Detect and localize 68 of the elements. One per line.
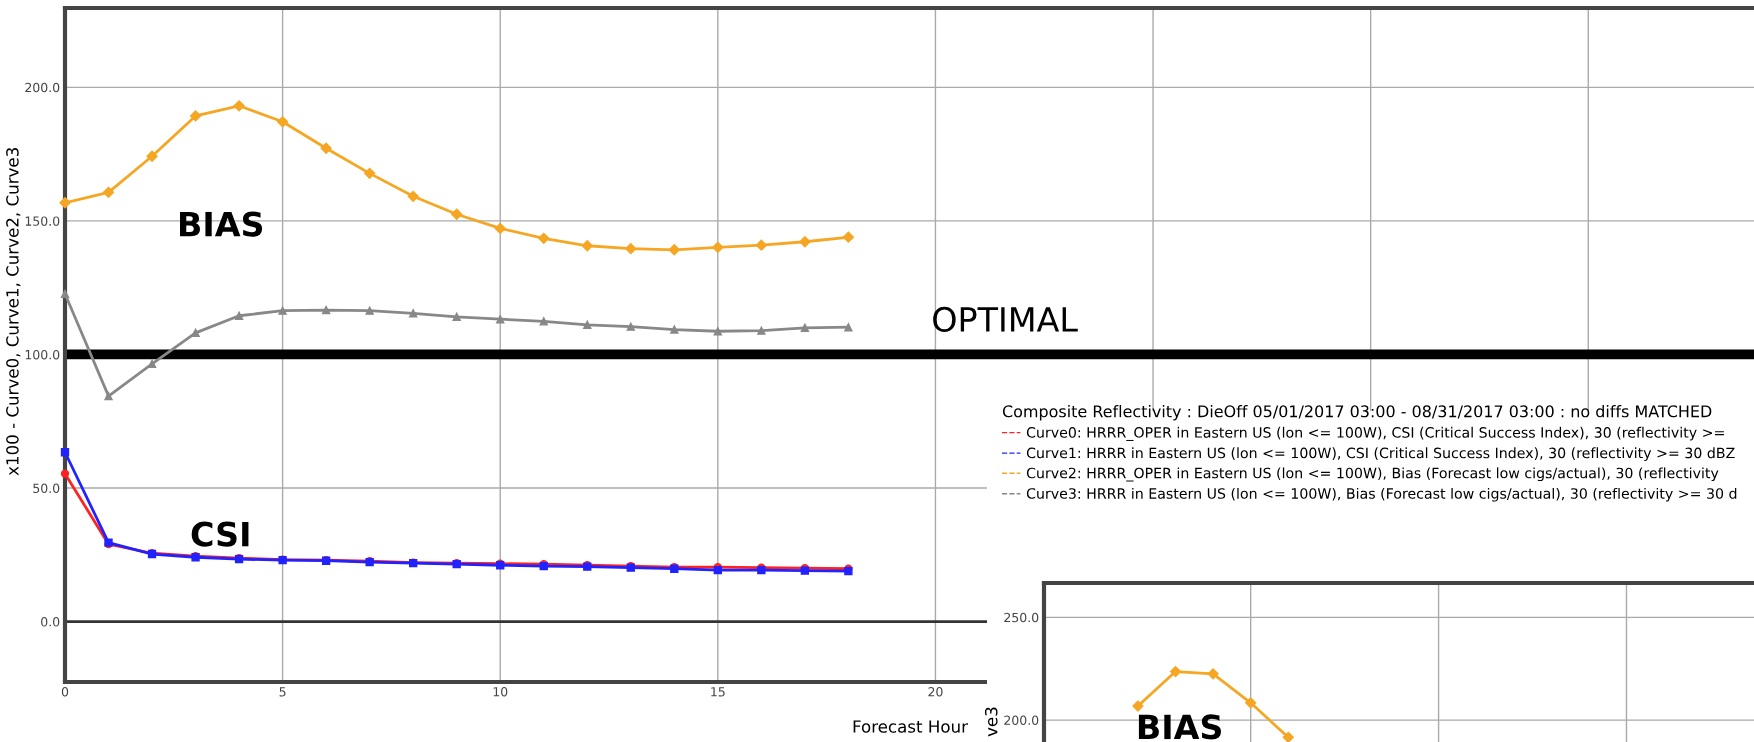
point [60,448,70,457]
point [538,232,550,244]
point [451,208,463,220]
point [1132,700,1144,712]
point [625,243,637,255]
point [409,309,418,318]
point [1169,665,1182,678]
point [755,239,767,251]
point [59,197,71,209]
point [1245,697,1257,709]
point [320,142,332,154]
annotation: BIAS [1138,714,1222,740]
point [60,469,70,478]
y-tick-label: 200.0 [1004,715,1039,726]
point [102,186,115,198]
point [670,325,679,334]
x-tick-label: 0 [61,687,69,697]
annotation: BIAS [180,211,263,237]
point [191,328,200,338]
point [539,317,548,326]
point [581,240,593,252]
point [494,222,506,234]
point [407,190,419,202]
point [365,306,374,315]
point [1207,668,1219,680]
point [60,289,70,299]
point [104,391,113,401]
point [278,306,287,315]
legend-label: Curve1: HRRR in Eastern US (lon <= 100W), CSI (Critical Success Index), 30 (reflectivity >= 30 dBZ [1026,447,1735,462]
legend-label: Curve2: HRRR_OPER in Eastern US (lon <= 100W), Bias (Forecast low cigs/actual), 30 (reflectivity [1026,467,1719,482]
point [626,322,635,331]
point [844,323,853,332]
point [146,150,158,162]
point [583,320,592,329]
point [234,311,244,320]
y-tick-label: 100.0 [25,349,60,360]
y-tick-label: 50.0 [33,483,60,493]
point [757,326,766,335]
y-tick-label: 200.0 [25,82,60,93]
x-tick-label: 5 [279,687,286,697]
y-tick-label: 0.0 [41,617,60,627]
point [189,110,202,122]
point [800,323,810,332]
y-axis-title: ve3 [984,707,998,737]
x-axis-title: Forecast Hour [853,720,968,733]
x-tick-label: 10 [493,687,508,697]
point [233,100,245,112]
y-axis-title: x100 - Curve0, Curve1, Curve2, Curve3 [6,148,21,476]
point [321,305,331,315]
point [364,167,376,179]
point [668,244,680,256]
legend-title: Composite Reflectivity : DieOff 05/01/2017 03:00 - 08/31/2017 03:00 : no diffs MATCHED [1002,405,1712,421]
x-tick-label: 15 [711,687,725,697]
point [713,327,722,336]
legend-label: Curve3: HRRR in Eastern US (lon <= 100W), Bias (Forecast low cigs/actual), 30 (reflectivity >= 30 d [1026,487,1737,502]
annotation: CSI [191,521,249,547]
point [1282,731,1294,742]
point [799,236,811,248]
point [277,116,289,128]
legend-label: Curve0: HRRR_OPER in Eastern US (lon <= 100W), CSI (Critical Success Index), 30 (reflectivity >= [1026,426,1724,441]
y-tick-label: 250.0 [1004,612,1039,623]
point [842,231,854,243]
point [452,312,461,321]
ref-line-label: OPTIMAL [933,306,1078,332]
y-tick-label: 150.0 [25,216,60,226]
point [712,241,724,253]
point [496,315,505,324]
x-tick-label: 20 [928,687,943,697]
